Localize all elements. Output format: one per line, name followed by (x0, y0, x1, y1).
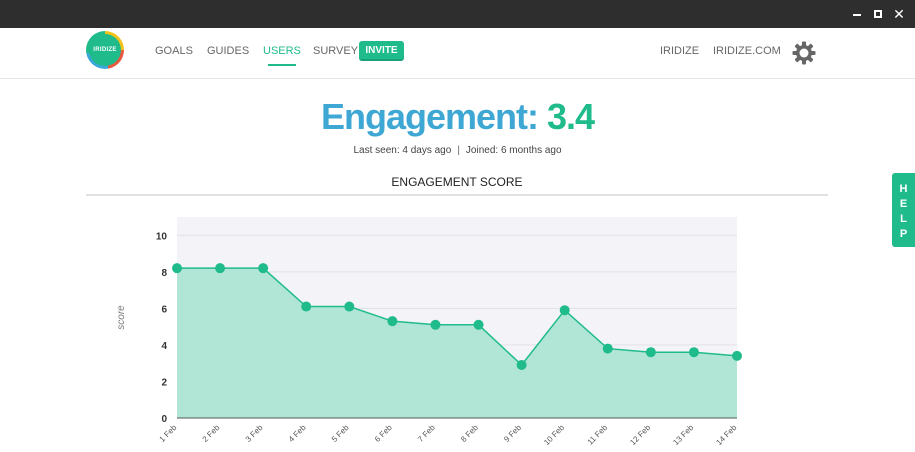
data-point (602, 343, 613, 354)
help-letter: H (899, 183, 908, 195)
x-tick-label: 13 Feb (671, 423, 695, 447)
x-tick-label: 1 Feb (158, 423, 179, 444)
data-point (258, 263, 269, 274)
nav-users[interactable]: USERS (263, 45, 301, 66)
section-divider (86, 194, 828, 196)
window-titlebar: ✕ (0, 0, 915, 28)
data-point (344, 301, 355, 312)
score-area (177, 268, 737, 418)
data-point (430, 319, 441, 330)
y-tick-label: 10 (156, 231, 168, 242)
x-tick-label: 12 Feb (628, 423, 652, 447)
invite-button[interactable]: INVITE (359, 41, 404, 61)
data-point (172, 263, 182, 274)
x-tick-label: 7 Feb (416, 423, 437, 444)
joined-text: Joined: 6 months ago (465, 145, 562, 156)
x-tick-label: 8 Feb (459, 423, 480, 444)
data-point (215, 263, 226, 274)
last-seen-text: Last seen: 4 days ago (353, 145, 452, 156)
y-tick-label: 0 (161, 414, 167, 425)
data-point (559, 305, 570, 316)
engagement-headline: Engagement: 3.4 (0, 96, 915, 138)
data-point (645, 347, 656, 358)
close-icon[interactable]: ✕ (893, 6, 905, 22)
help-tab[interactable]: H E L P (892, 173, 915, 247)
x-tick-label: 5 Feb (330, 423, 351, 444)
nav-goals[interactable]: GOALS (155, 45, 193, 57)
separator: | (457, 145, 460, 156)
x-tick-label: 9 Feb (502, 423, 523, 444)
engagement-value: 3.4 (547, 96, 595, 137)
engagement-chart: 0 2 4 6 8 10 1 Feb 2 Feb 3 Feb 4 Feb 5 Feb 6 Feb 7 F… (116, 217, 742, 447)
x-tick-label: 10 Feb (542, 423, 566, 447)
data-point (688, 347, 699, 358)
data-point (301, 301, 312, 312)
x-tick-label: 3 Feb (244, 423, 265, 444)
y-tick-label: 8 (161, 268, 167, 279)
data-point (473, 319, 484, 330)
maximize-icon[interactable] (869, 5, 887, 23)
x-tick-label: 11 Feb (586, 423, 610, 447)
logo-text: IRIDIZE (89, 34, 121, 66)
data-point (387, 316, 398, 327)
gear-icon[interactable] (792, 41, 816, 65)
nav-survey[interactable]: SURVEY (313, 45, 359, 57)
help-letter: E (899, 198, 908, 210)
user-activity-line: Last seen: 4 days ago | Joined: 6 months a… (0, 145, 915, 156)
y-tick-label: 4 (161, 341, 167, 352)
y-axis-label: score (116, 305, 127, 330)
data-point (516, 360, 527, 371)
x-tick-label: 4 Feb (287, 423, 308, 444)
x-tick-label: 2 Feb (201, 423, 222, 444)
help-letter: L (900, 213, 907, 225)
x-tick-label: 6 Feb (373, 423, 394, 444)
nav-iridize-com[interactable]: IRIDIZE.COM (713, 45, 781, 57)
score-line (177, 267, 738, 367)
help-letter: P (899, 228, 908, 240)
y-tick-label: 2 (161, 377, 167, 388)
minimize-icon[interactable] (848, 5, 866, 23)
nav-guides[interactable]: GUIDES (207, 45, 250, 57)
section-title: ENGAGEMENT SCORE (391, 175, 523, 189)
engagement-label: Engagement: (320, 96, 539, 137)
data-point (732, 350, 742, 361)
top-navbar: IRIDIZE GOALS GUIDES USERS SURVEY INVITE… (0, 28, 915, 79)
nav-iridize[interactable]: IRIDIZE (660, 45, 700, 57)
x-tick-label: 14 Feb (714, 423, 738, 447)
iridize-logo[interactable]: IRIDIZE (86, 31, 124, 69)
y-tick-label: 6 (161, 304, 167, 315)
